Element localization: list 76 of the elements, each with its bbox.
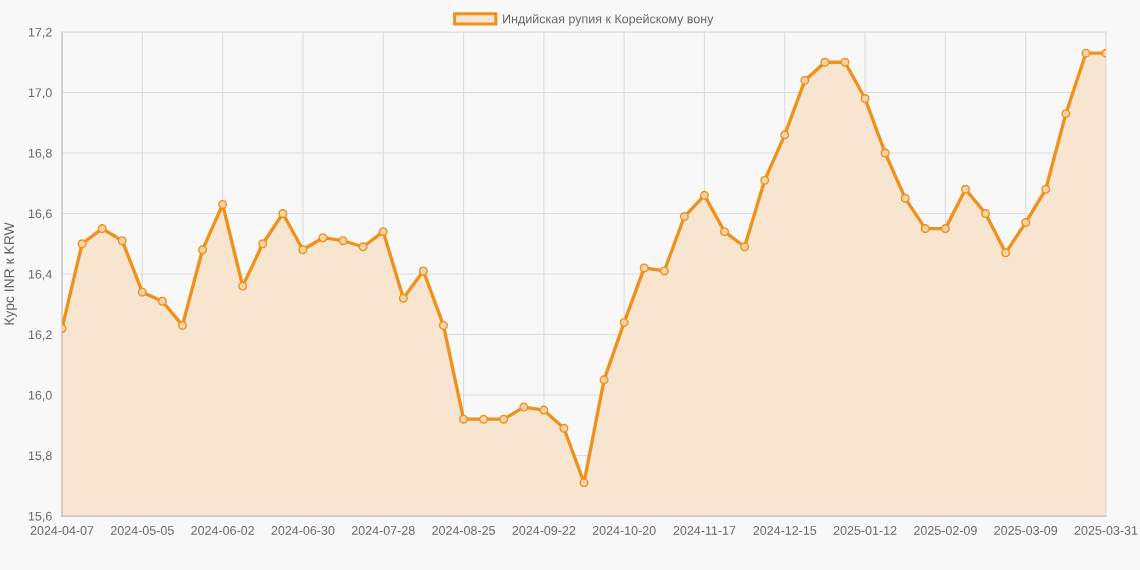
point <box>198 245 208 255</box>
y-tick-label: 16,8 <box>28 148 52 160</box>
point <box>218 199 228 209</box>
point <box>579 478 589 488</box>
point <box>679 212 689 222</box>
y-tick-label: 16,4 <box>28 269 52 281</box>
point <box>358 242 368 252</box>
point <box>1061 109 1071 119</box>
point <box>318 233 328 243</box>
point <box>960 184 970 194</box>
point <box>157 296 167 306</box>
point <box>900 193 910 203</box>
point <box>278 208 288 219</box>
x-tick-label: 2024-12-15 <box>753 526 817 535</box>
point <box>459 414 469 424</box>
point <box>619 317 629 327</box>
point <box>659 266 669 276</box>
point <box>298 245 308 255</box>
point <box>559 423 569 433</box>
x-tick-label: 2024-07-28 <box>351 526 415 535</box>
x-tick-label: 2024-09-22 <box>512 526 576 535</box>
x-tick-label: 2025-03-31 <box>1074 526 1138 535</box>
point <box>800 75 810 85</box>
x-tick-label: 2024-11-17 <box>673 526 736 535</box>
point <box>117 236 127 246</box>
y-tick-label: 17,2 <box>28 27 52 39</box>
point <box>539 405 549 415</box>
x-tick-label: 2024-05-05 <box>110 526 174 535</box>
point <box>639 263 649 273</box>
y-tick-label: 17,0 <box>28 88 52 99</box>
point <box>720 227 730 237</box>
y-tick-label: 15,6 <box>28 511 52 523</box>
point <box>338 236 348 246</box>
y-tick-label: 15,8 <box>28 451 52 462</box>
x-tick-label: 2024-10-20 <box>592 526 656 535</box>
point <box>418 266 428 276</box>
x-tick-label: 2025-02-09 <box>914 526 977 535</box>
point <box>1021 218 1031 228</box>
y-tick-label: 16,0 <box>28 390 52 402</box>
point <box>77 239 87 249</box>
y-axis-title: Курс INR к KRW <box>4 222 17 325</box>
point <box>238 281 248 291</box>
point <box>760 175 770 185</box>
point <box>97 224 107 234</box>
point <box>258 239 268 249</box>
y-tick-label: 16,6 <box>28 209 52 220</box>
point <box>840 57 850 67</box>
point <box>499 414 509 424</box>
point <box>740 242 750 252</box>
point <box>438 320 448 330</box>
point <box>519 402 529 412</box>
x-tick-label: 2024-06-02 <box>191 526 254 535</box>
point <box>820 57 830 67</box>
x-tick-label: 2024-08-25 <box>432 526 495 535</box>
point <box>398 293 408 303</box>
y-tick-label: 16,2 <box>28 330 52 341</box>
point <box>137 287 147 297</box>
point <box>1041 184 1051 194</box>
x-tick-label: 2025-01-12 <box>833 526 897 535</box>
point <box>599 375 609 385</box>
point <box>378 227 388 237</box>
x-tick-label: 2024-06-30 <box>271 526 335 535</box>
x-tick-label: 2025-03-09 <box>994 526 1058 535</box>
legend-label: Индийская рупия к Корейскому вону <box>503 13 714 26</box>
point <box>780 130 790 140</box>
x-tick-label: 2024-04-07 <box>30 526 94 535</box>
point <box>699 190 709 200</box>
point <box>860 94 870 104</box>
point <box>880 148 890 158</box>
point <box>981 208 991 219</box>
point <box>1001 248 1011 258</box>
point <box>940 224 950 234</box>
point <box>1081 48 1091 58</box>
point <box>177 320 187 330</box>
point <box>920 224 930 234</box>
point <box>479 414 489 424</box>
